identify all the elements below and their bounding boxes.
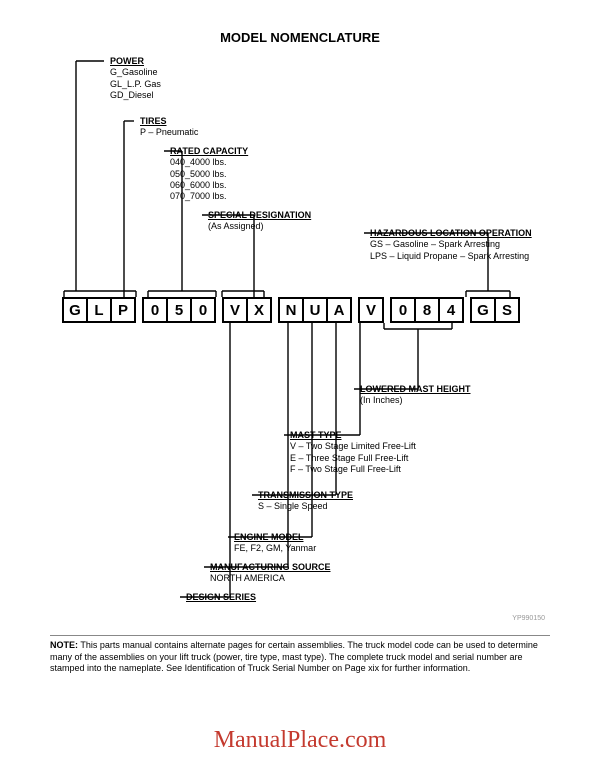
label-hazard-line: GS – Gasoline – Spark Arresting <box>370 239 532 250</box>
label-rated: RATED CAPACITY040_4000 lbs.050_5000 lbs.… <box>170 146 248 202</box>
label-rated-line: 070_7000 lbs. <box>170 191 248 202</box>
label-transmission-header: TRANSMISSION TYPE <box>258 490 353 501</box>
label-engine: ENGINE MODELFE, F2, GM, Yanmar <box>234 532 316 555</box>
model-cell: V <box>358 297 384 323</box>
model-cell: N <box>278 297 304 323</box>
model-cell: X <box>246 297 272 323</box>
label-power: POWERG_GasolineGL_L.P. GasGD_Diesel <box>110 56 161 101</box>
model-cell: L <box>86 297 112 323</box>
model-cell: 0 <box>390 297 416 323</box>
label-special: SPECIAL DESIGNATION(As Assigned) <box>208 210 311 233</box>
label-power-line: G_Gasoline <box>110 67 161 78</box>
label-hazard-line: LPS – Liquid Propane – Spark Arresting <box>370 251 532 262</box>
label-rated-line: 040_4000 lbs. <box>170 157 248 168</box>
label-design: DESIGN SERIES <box>186 592 256 603</box>
label-tires: TIRESP – Pneumatic <box>140 116 198 139</box>
label-source-header: MANUFACTURING SOURCE <box>210 562 331 573</box>
label-mast_type: MAST TYPEV – Two Stage Limited Free-Lift… <box>290 430 416 475</box>
label-engine-header: ENGINE MODEL <box>234 532 316 543</box>
label-source: MANUFACTURING SOURCENORTH AMERICA <box>210 562 331 585</box>
model-code-row: GLP050VXNUAV084GS <box>62 297 520 323</box>
label-transmission-line: S – Single Speed <box>258 501 353 512</box>
watermark: ManualPlace.com <box>0 727 600 754</box>
label-tires-line: P – Pneumatic <box>140 127 198 138</box>
label-mast_height: LOWERED MAST HEIGHT(In Inches) <box>360 384 471 407</box>
note-block: NOTE: This parts manual contains alterna… <box>50 635 550 675</box>
label-mast_type-header: MAST TYPE <box>290 430 416 441</box>
label-special-line: (As Assigned) <box>208 221 311 232</box>
model-cell: S <box>494 297 520 323</box>
model-cell: 0 <box>190 297 216 323</box>
model-cell: 8 <box>414 297 440 323</box>
model-cell: 5 <box>166 297 192 323</box>
model-cell: A <box>326 297 352 323</box>
model-cell: 4 <box>438 297 464 323</box>
label-hazard: HAZARDOUS LOCATION OPERATIONGS – Gasolin… <box>370 228 532 262</box>
label-design-header: DESIGN SERIES <box>186 592 256 603</box>
label-hazard-header: HAZARDOUS LOCATION OPERATION <box>370 228 532 239</box>
label-rated-line: 050_5000 lbs. <box>170 169 248 180</box>
label-power-header: POWER <box>110 56 161 67</box>
label-mast_type-line: V – Two Stage Limited Free-Lift <box>290 441 416 452</box>
label-mast_height-header: LOWERED MAST HEIGHT <box>360 384 471 395</box>
nomenclature-diagram: MODEL NOMENCLATURE GLP050VXNUAV084GS YP9… <box>0 0 600 776</box>
page-title: MODEL NOMENCLATURE <box>0 30 600 45</box>
figure-code: YP990150 <box>512 615 545 622</box>
label-power-line: GD_Diesel <box>110 90 161 101</box>
label-mast_height-line: (In Inches) <box>360 395 471 406</box>
model-cell: V <box>222 297 248 323</box>
model-cell: U <box>302 297 328 323</box>
label-transmission: TRANSMISSION TYPES – Single Speed <box>258 490 353 513</box>
model-cell: P <box>110 297 136 323</box>
label-power-line: GL_L.P. Gas <box>110 79 161 90</box>
model-cell: G <box>62 297 88 323</box>
note-header: NOTE: <box>50 640 78 650</box>
label-special-header: SPECIAL DESIGNATION <box>208 210 311 221</box>
label-rated-line: 060_6000 lbs. <box>170 180 248 191</box>
label-mast_type-line: E – Three Stage Full Free-Lift <box>290 453 416 464</box>
label-source-line: NORTH AMERICA <box>210 573 331 584</box>
label-engine-line: FE, F2, GM, Yanmar <box>234 543 316 554</box>
model-cell: 0 <box>142 297 168 323</box>
label-tires-header: TIRES <box>140 116 198 127</box>
label-rated-header: RATED CAPACITY <box>170 146 248 157</box>
label-mast_type-line: F – Two Stage Full Free-Lift <box>290 464 416 475</box>
model-cell: G <box>470 297 496 323</box>
note-body: This parts manual contains alternate pag… <box>50 640 538 673</box>
